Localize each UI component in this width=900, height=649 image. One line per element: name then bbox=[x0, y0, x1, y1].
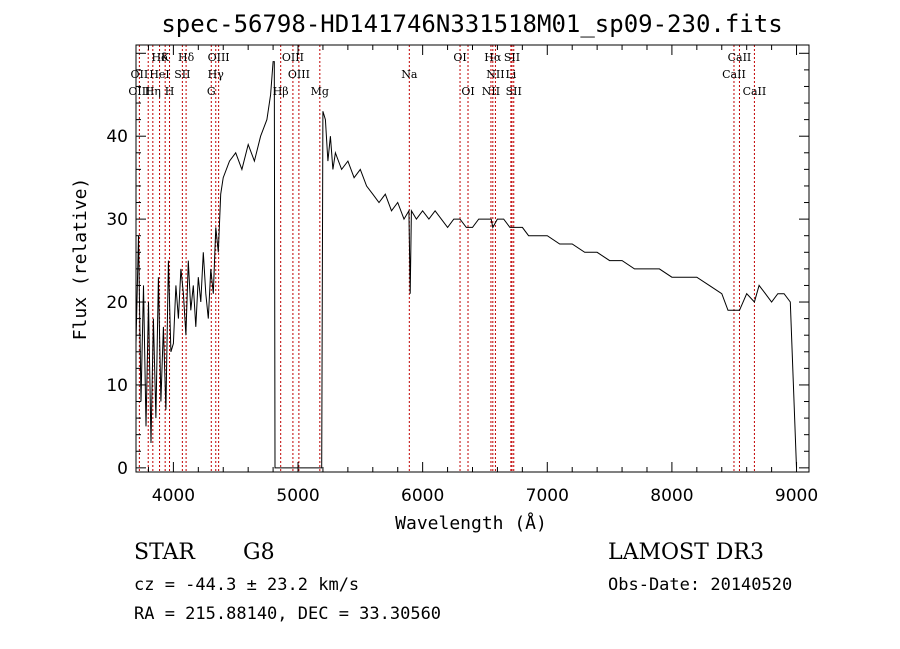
y-tick-label: 10 bbox=[106, 376, 128, 396]
x-axis-label: Wavelength (Å) bbox=[395, 512, 547, 534]
line-label: SII bbox=[504, 51, 520, 64]
line-label: SII bbox=[506, 85, 522, 98]
y-axis-ticks: 0 10 20 30 40 bbox=[106, 52, 809, 479]
line-label: Hγ bbox=[208, 68, 225, 81]
line-label: CaII bbox=[743, 85, 767, 98]
observation-date: Obs-Date: 20140520 bbox=[608, 575, 793, 595]
line-label: Hβ bbox=[273, 85, 289, 98]
x-tick-label: 5000 bbox=[276, 486, 319, 506]
line-label: Mg bbox=[311, 85, 329, 98]
line-label: Hδ bbox=[151, 51, 168, 64]
line-label: CaII bbox=[722, 68, 746, 81]
line-label: OIII bbox=[288, 68, 310, 81]
line-label: OIII bbox=[128, 85, 150, 98]
x-tick-label: 6000 bbox=[401, 486, 444, 506]
y-tick-label: 30 bbox=[106, 210, 128, 230]
line-label: HeI bbox=[149, 68, 169, 81]
line-label: Li bbox=[505, 68, 516, 81]
line-label: Hα bbox=[484, 51, 502, 64]
line-label: Hη bbox=[145, 85, 161, 98]
y-tick-label: 0 bbox=[117, 459, 128, 479]
line-label: G bbox=[207, 85, 216, 98]
line-label: OIII bbox=[208, 51, 230, 64]
object-type: STAR bbox=[134, 540, 195, 565]
coordinates-readout: RA = 215.88140, DEC = 33.30560 bbox=[134, 604, 442, 624]
chart-title: spec-56798-HD141746N331518M01_sp09-230.f… bbox=[161, 10, 782, 38]
y-axis-label: Flux (relative) bbox=[70, 178, 91, 341]
line-label: NII bbox=[486, 68, 504, 81]
line-label: Hδ bbox=[178, 51, 195, 64]
line-label: OI bbox=[453, 51, 466, 64]
emission-line-markers bbox=[138, 45, 755, 472]
line-label: OII bbox=[131, 68, 149, 81]
x-tick-label: 9000 bbox=[775, 486, 818, 506]
line-label: K bbox=[161, 51, 170, 64]
y-tick-label: 20 bbox=[106, 293, 128, 313]
x-tick-label: 4000 bbox=[152, 486, 195, 506]
line-label: H bbox=[165, 85, 175, 98]
redshift-readout: cz = -44.3 ± 23.2 km/s bbox=[134, 575, 360, 595]
line-label: NII bbox=[482, 85, 500, 98]
x-tick-label: 8000 bbox=[650, 486, 693, 506]
plot-frame bbox=[135, 44, 810, 473]
line-label: Na bbox=[401, 68, 418, 81]
x-tick-label: 7000 bbox=[526, 486, 569, 506]
spectrum-series-line bbox=[135, 61, 797, 469]
spectral-subclass: G8 bbox=[243, 540, 275, 565]
line-label: CaII bbox=[728, 51, 752, 64]
line-label: OI bbox=[461, 85, 474, 98]
y-tick-label: 40 bbox=[106, 127, 128, 147]
x-axis-ticks: 4000 5000 6000 7000 8000 9000 bbox=[147, 45, 818, 506]
line-label: SII bbox=[174, 68, 190, 81]
survey-name: LAMOST DR3 bbox=[608, 540, 764, 565]
line-label: OIII bbox=[282, 51, 304, 64]
